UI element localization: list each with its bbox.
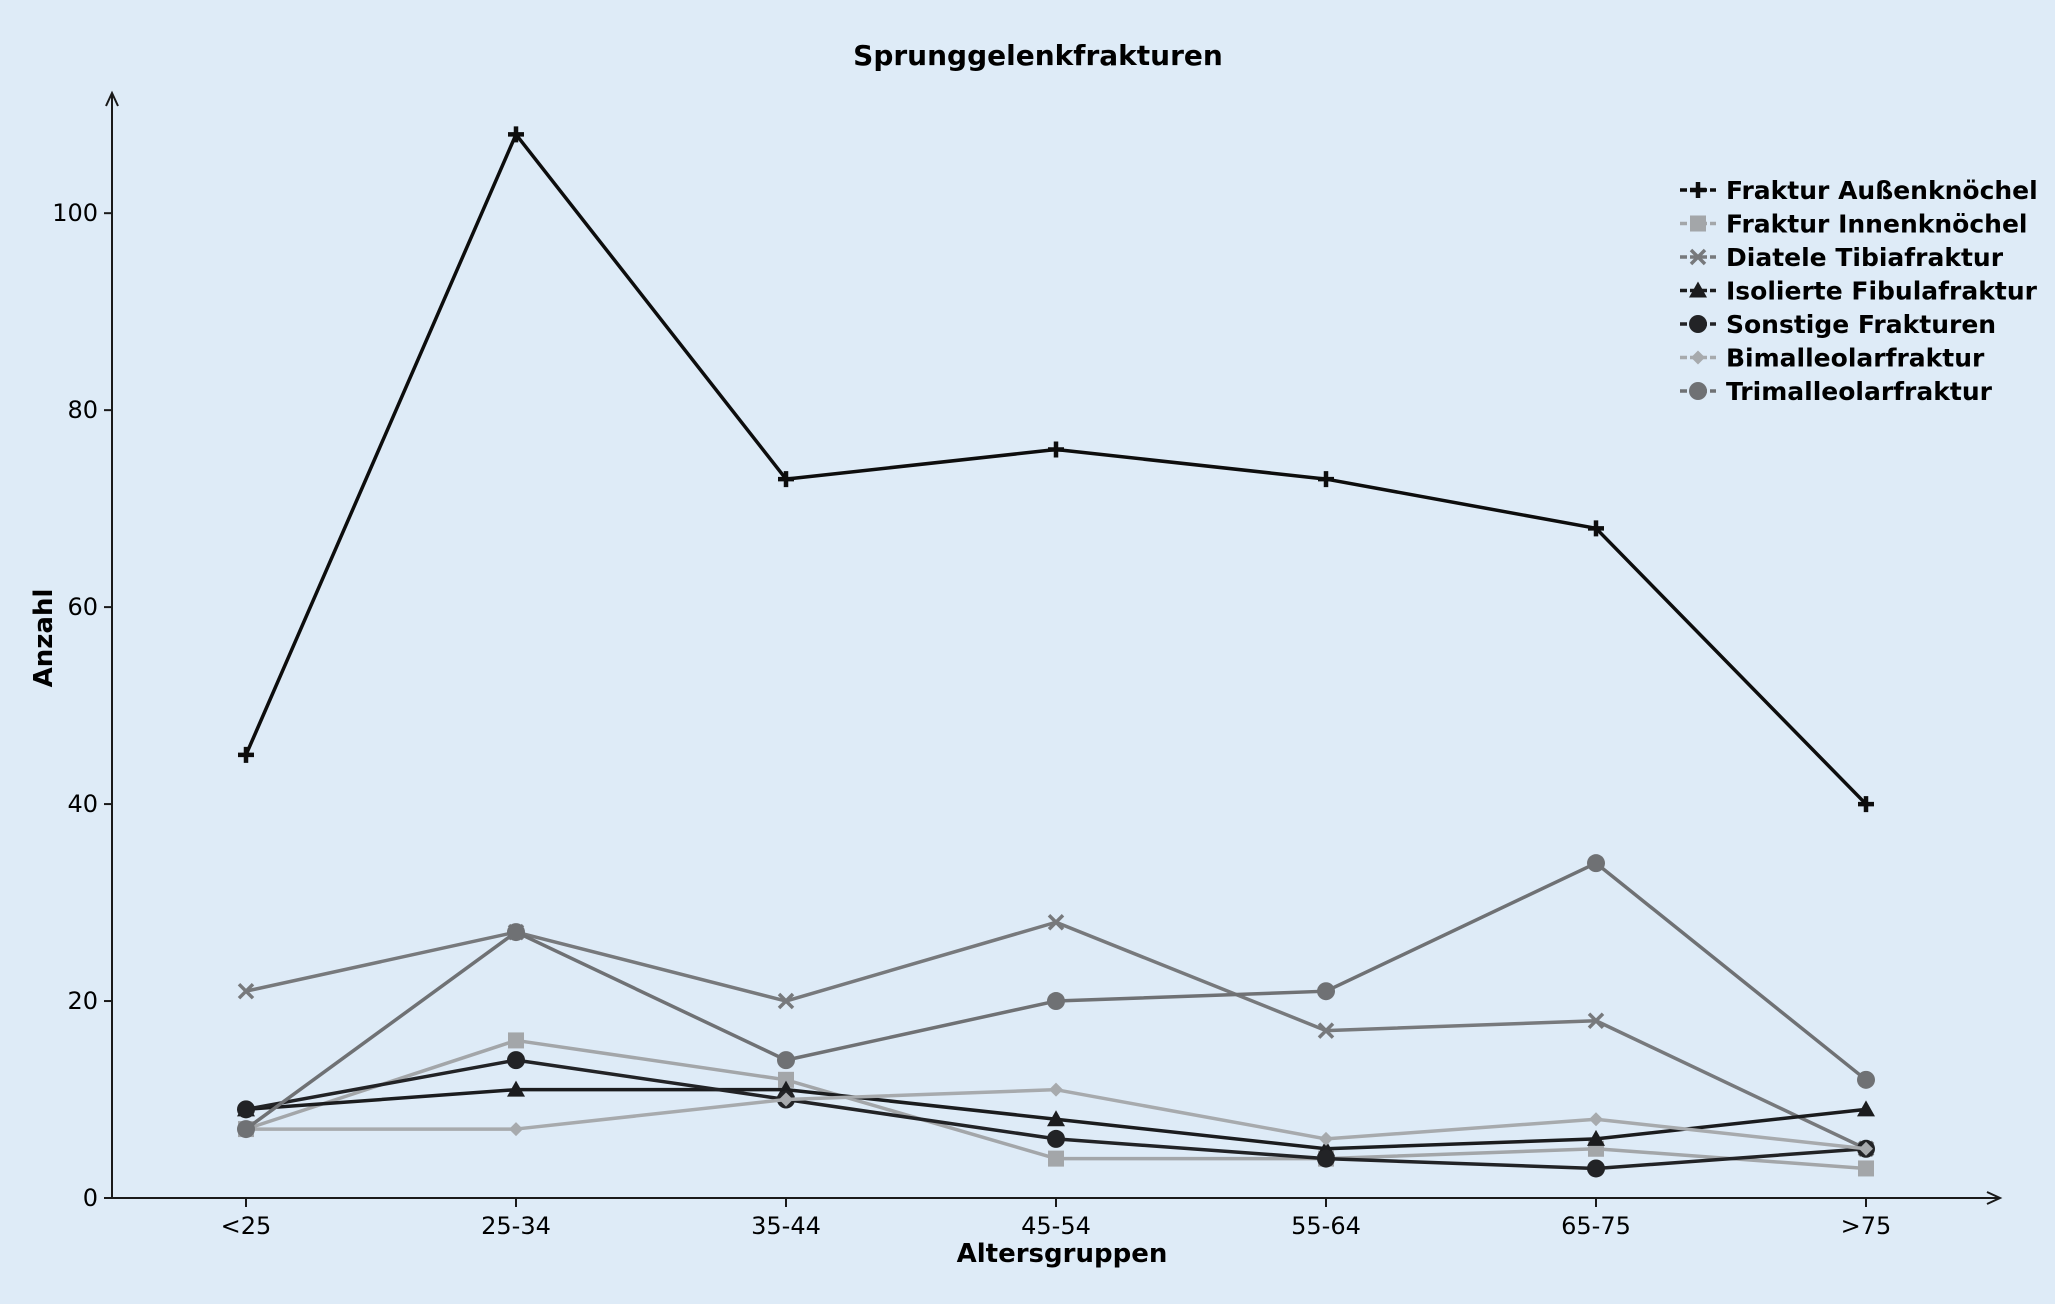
legend-item: Isolierte Fibulafraktur — [1680, 277, 2038, 306]
data-point — [1859, 1141, 1873, 1156]
legend-label: Trimalleolarfraktur — [1726, 377, 1993, 406]
legend-marker — [1689, 315, 1707, 333]
data-point — [1588, 520, 1604, 537]
y-tick-label: 40 — [67, 790, 98, 818]
x-axis-arrow — [1986, 1191, 2003, 1205]
legend-label: Bimalleolarfraktur — [1726, 344, 1985, 373]
data-point — [778, 471, 794, 488]
data-point — [238, 746, 254, 763]
legend-marker — [1690, 182, 1706, 198]
x-axis-label: Altersgruppen — [957, 1239, 1168, 1269]
data-point — [1047, 914, 1065, 931]
data-point — [1857, 1070, 1875, 1089]
series-line — [245, 1038, 1867, 1171]
data-point — [508, 1032, 524, 1049]
data-point — [1587, 854, 1605, 873]
data-point — [1318, 471, 1334, 488]
data-point — [1589, 1112, 1603, 1127]
y-axis-arrow — [105, 90, 119, 107]
x-tick-label: >75 — [1841, 1212, 1892, 1240]
legend-label: Fraktur Außenknöchel — [1726, 176, 2038, 205]
legend-item: Sonstige Frakturen — [1680, 310, 1996, 339]
legend-item: Bimalleolarfraktur — [1680, 344, 1985, 373]
series-layer — [237, 126, 1875, 1178]
x-ticks: <25 25-34 35-44 45-54 55-64 65-75 >75 — [221, 1198, 1892, 1240]
data-point — [1857, 1100, 1875, 1117]
x-tick-label: 25-34 — [481, 1212, 551, 1240]
series-7 — [237, 854, 1875, 1139]
data-point — [509, 1122, 523, 1137]
data-point — [507, 1051, 525, 1070]
legend-item: Trimalleolarfraktur — [1680, 377, 1993, 406]
data-point — [779, 1092, 793, 1107]
legend-marker — [1689, 248, 1707, 266]
x-tick-label: 45-54 — [1021, 1212, 1091, 1240]
data-point — [1587, 1159, 1605, 1178]
x-tick-label: 55-64 — [1291, 1212, 1361, 1240]
series-line — [244, 132, 1868, 806]
data-point — [1047, 1110, 1065, 1127]
series-2 — [238, 1032, 1874, 1177]
legend-label: Sonstige Frakturen — [1726, 310, 1996, 339]
data-point — [1587, 1012, 1605, 1029]
legend-item: Diatele Tibiafraktur — [1680, 243, 2004, 272]
data-point — [777, 992, 795, 1010]
data-point — [1317, 1022, 1335, 1039]
y-ticks: 0 20 40 60 80 100 — [52, 199, 112, 1212]
data-point — [1317, 982, 1335, 1001]
chart-title: Sprunggelenkfrakturen — [853, 39, 1223, 72]
x-tick-label: <25 — [221, 1212, 272, 1240]
data-point — [1047, 1129, 1065, 1148]
series-6 — [239, 1082, 1873, 1156]
x-tick-label: 65-75 — [1561, 1212, 1631, 1240]
data-point — [778, 1071, 794, 1088]
y-tick-label: 60 — [67, 593, 98, 621]
data-point — [1587, 1129, 1605, 1146]
data-point — [508, 126, 524, 143]
legend-item: Fraktur Innenknöchel — [1680, 210, 2027, 239]
data-point — [237, 1120, 255, 1139]
data-point — [507, 923, 525, 942]
y-axis-label: Anzahl — [29, 589, 59, 688]
data-point — [1319, 1131, 1333, 1146]
series-1 — [238, 126, 1874, 813]
legend-item: Fraktur Außenknöchel — [1680, 176, 2038, 205]
legend-label: Isolierte Fibulafraktur — [1726, 277, 2038, 306]
data-point — [1317, 1149, 1335, 1168]
y-tick-label: 80 — [67, 396, 98, 424]
data-point — [237, 982, 255, 1000]
x-tick-label: 35-44 — [751, 1212, 821, 1240]
series-5 — [237, 1051, 1875, 1178]
y-tick-label: 0 — [83, 1184, 98, 1212]
legend-marker — [1690, 215, 1706, 232]
legend-marker — [1691, 350, 1705, 365]
legend-label: Fraktur Innenknöchel — [1726, 210, 2027, 239]
data-point — [1047, 992, 1065, 1011]
data-point — [507, 1080, 525, 1097]
data-point — [237, 1100, 255, 1119]
legend-marker — [1689, 382, 1707, 400]
data-point — [1048, 441, 1064, 458]
y-tick-label: 20 — [67, 987, 98, 1015]
y-tick-label: 100 — [52, 199, 98, 227]
legend: Fraktur Außenknöchel Fraktur Innenknöchel… — [1680, 176, 2038, 406]
data-point — [1049, 1082, 1063, 1097]
data-point — [1858, 1160, 1874, 1177]
data-point — [1048, 1150, 1064, 1167]
legend-marker — [1689, 281, 1707, 298]
data-point — [1858, 796, 1874, 813]
data-point — [777, 1051, 795, 1070]
legend-label: Diatele Tibiafraktur — [1726, 243, 2004, 272]
